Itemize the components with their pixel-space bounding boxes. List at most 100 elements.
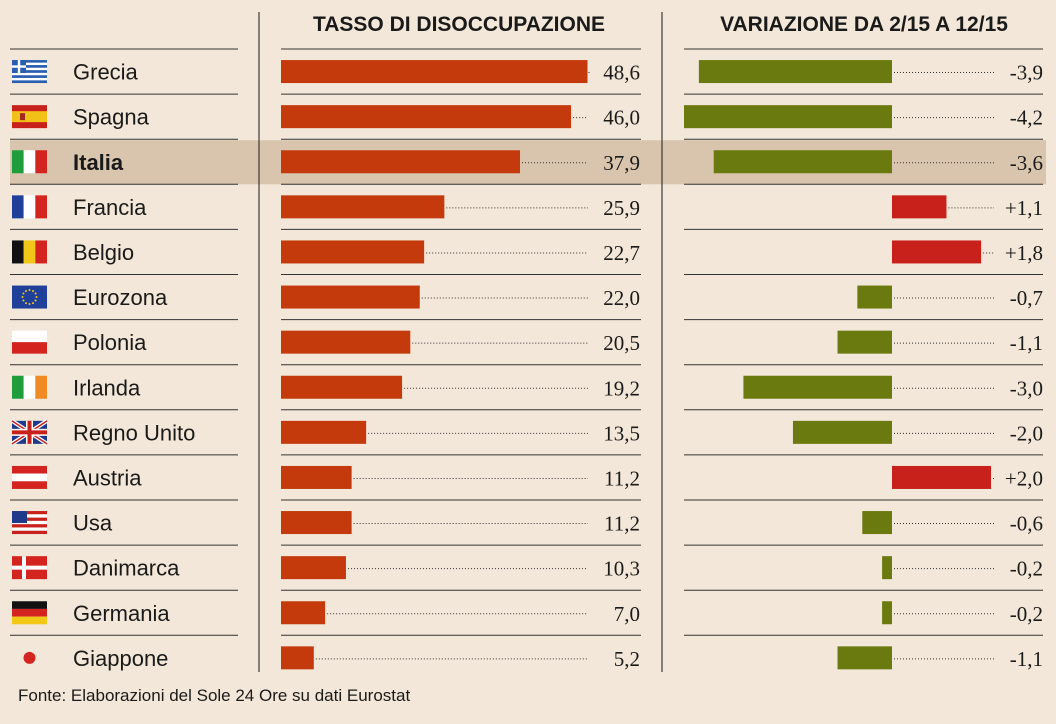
table-row: Danimarca 10,3 -0,2 xyxy=(12,556,1043,581)
chart-title-rate: TASSO DI DISOCCUPAZIONE xyxy=(313,13,605,36)
change-bar xyxy=(837,330,892,354)
country-label: Francia xyxy=(73,195,147,220)
change-value-label: -3,0 xyxy=(1010,376,1043,400)
change-value-label: -0,6 xyxy=(1010,512,1043,536)
country-label: Italia xyxy=(73,150,124,175)
rate-bar xyxy=(281,420,367,444)
spain-flag-icon xyxy=(12,105,47,129)
change-value-label: -2,0 xyxy=(1010,421,1043,445)
change-value-label: +1,8 xyxy=(1005,241,1043,265)
change-value-label: -1,1 xyxy=(1010,331,1043,355)
change-bar xyxy=(837,646,892,670)
germany-flag-icon xyxy=(12,601,47,625)
table-row: Eurozona 22,0 -0,7 xyxy=(12,285,1043,310)
table-row: Francia 25,9 +1,1 xyxy=(12,195,1043,220)
chart-title-change: VARIAZIONE DA 2/15 A 12/15 xyxy=(720,13,1008,36)
change-value-label: -3,9 xyxy=(1010,61,1043,85)
usa-flag-icon xyxy=(12,511,47,535)
rate-value-label: 46,0 xyxy=(603,106,640,130)
rate-bar xyxy=(281,646,314,670)
source-note: Fonte: Elaborazioni del Sole 24 Ore su d… xyxy=(18,686,410,705)
change-value-label: -3,6 xyxy=(1010,151,1043,175)
change-value-label: -0,2 xyxy=(1010,557,1043,581)
change-bar xyxy=(698,60,892,84)
rate-value-label: 25,9 xyxy=(603,196,640,220)
change-bar xyxy=(862,511,892,535)
country-label: Spagna xyxy=(73,105,150,130)
rate-value-label: 5,2 xyxy=(614,647,640,671)
country-label: Eurozona xyxy=(73,285,168,310)
country-label: Usa xyxy=(73,511,113,536)
italy-flag-icon xyxy=(12,150,47,174)
country-label: Austria xyxy=(73,465,142,490)
table-row: Giappone 5,2 -1,1 xyxy=(12,646,1043,671)
change-bar xyxy=(892,465,992,489)
rate-value-label: 37,9 xyxy=(603,151,640,175)
rate-bar xyxy=(281,556,346,580)
denmark-flag-icon xyxy=(12,556,47,580)
rate-value-label: 11,2 xyxy=(604,466,640,490)
change-bar xyxy=(892,240,982,264)
table-row: Spagna 46,0 -4,2 xyxy=(12,105,1043,130)
rate-value-label: 13,5 xyxy=(603,421,640,445)
ireland-flag-icon xyxy=(12,375,47,399)
table-row: Irlanda 19,2 -3,0 xyxy=(12,375,1043,400)
table-row: Austria 11,2 +2,0 xyxy=(12,465,1043,490)
rate-bar xyxy=(281,195,445,219)
country-label: Grecia xyxy=(73,60,139,85)
change-bar xyxy=(857,285,892,309)
rate-bar xyxy=(281,285,420,309)
change-value-label: -4,2 xyxy=(1010,106,1043,130)
rate-value-label: 19,2 xyxy=(603,376,640,400)
rate-value-label: 10,3 xyxy=(603,557,640,581)
table-row: Usa 11,2 -0,6 xyxy=(12,511,1043,536)
rate-value-label: 22,0 xyxy=(603,286,640,310)
rate-bar xyxy=(281,150,521,174)
japan-flag-icon xyxy=(12,646,47,670)
table-row: Regno Unito 13,5 -2,0 xyxy=(10,419,1043,446)
table-row: Polonia 20,5 -1,1 xyxy=(12,330,1043,355)
change-value-label: -0,2 xyxy=(1010,602,1043,626)
rate-value-label: 48,6 xyxy=(603,61,640,85)
table-row: Germania 7,0 -0,2 xyxy=(12,601,1043,626)
rows: Grecia 48,6 -3,9 Spagna 46,0 -4,2 Italia 37,9 -3… xyxy=(10,60,1043,671)
rate-bar xyxy=(281,511,352,535)
eu-flag-icon xyxy=(12,285,47,309)
rate-value-label: 20,5 xyxy=(603,331,640,355)
rate-value-label: 22,7 xyxy=(603,241,640,265)
row-separators xyxy=(10,12,1043,672)
country-label: Belgio xyxy=(73,240,134,265)
uk-flag-icon xyxy=(10,419,49,446)
country-label: Germania xyxy=(73,601,170,626)
rate-value-label: 7,0 xyxy=(614,602,640,626)
rate-bar xyxy=(281,601,326,625)
greece-flag-icon xyxy=(12,60,47,84)
country-label: Giappone xyxy=(73,646,168,671)
rate-bar xyxy=(281,330,411,354)
austria-flag-icon xyxy=(12,465,47,489)
table-row: Italia 37,9 -3,6 xyxy=(12,150,1043,175)
table-row: Belgio 22,7 +1,8 xyxy=(12,240,1043,265)
change-value-label: +2,0 xyxy=(1005,466,1043,490)
rate-bar xyxy=(281,105,572,129)
rate-value-label: 11,2 xyxy=(604,512,640,536)
change-bar xyxy=(882,601,892,625)
change-bar xyxy=(713,150,892,174)
country-label: Regno Unito xyxy=(73,420,195,445)
poland-flag-icon xyxy=(12,330,47,354)
change-bar xyxy=(882,556,892,580)
rate-bar xyxy=(281,375,403,399)
country-label: Irlanda xyxy=(73,375,141,400)
change-value-label: +1,1 xyxy=(1005,196,1043,220)
belgium-flag-icon xyxy=(12,240,47,264)
change-bar xyxy=(892,195,947,219)
change-bar xyxy=(792,420,892,444)
rate-bar xyxy=(281,60,588,84)
change-value-label: -1,1 xyxy=(1010,647,1043,671)
change-value-label: -0,7 xyxy=(1010,286,1043,310)
rate-bar xyxy=(281,240,425,264)
country-label: Danimarca xyxy=(73,556,180,581)
france-flag-icon xyxy=(12,195,47,219)
country-label: Polonia xyxy=(73,330,147,355)
